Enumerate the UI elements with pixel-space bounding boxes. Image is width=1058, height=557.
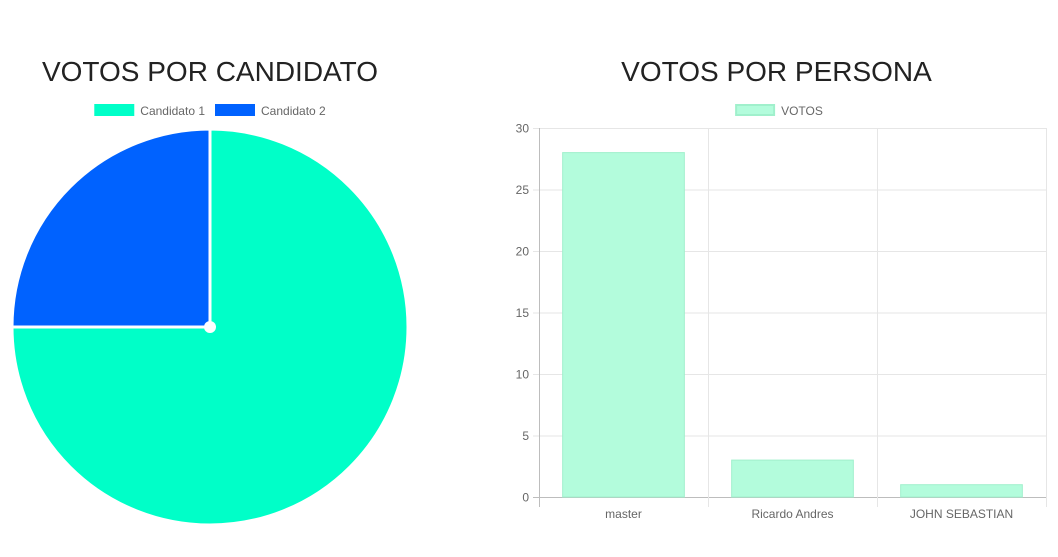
x-tick-label: JOHN SEBASTIAN [910, 507, 1013, 521]
x-tick-label: master [605, 507, 642, 521]
legend-swatch-votos[interactable] [735, 104, 776, 116]
bar-chart: VOTOS 0 5 10 15 20 25 30 master Ricardo Andres JOH… [516, 104, 1047, 521]
y-tick-label: 10 [516, 368, 530, 382]
y-tick-label: 25 [516, 183, 530, 197]
legend-label-1[interactable]: Candidato 1 [140, 104, 205, 118]
pie-chart-panel: VOTOS POR CANDIDATO Candidato 1 Candidato… [0, 0, 420, 557]
y-tick-label: 15 [516, 306, 530, 320]
bar-chart-title: VOTOS POR PERSONA [621, 56, 932, 87]
legend-swatch-2[interactable] [215, 104, 255, 116]
y-tick-label: 5 [522, 429, 529, 443]
y-tick-label: 20 [516, 245, 530, 259]
y-tick-label: 30 [516, 122, 530, 136]
bar-john-sebastian[interactable] [900, 484, 1023, 498]
legend-label-2[interactable]: Candidato 2 [261, 104, 326, 118]
legend-swatch-1[interactable] [94, 104, 135, 116]
pie-chart-title: VOTOS POR CANDIDATO [41, 56, 379, 87]
bar-master[interactable] [562, 152, 685, 498]
pie-slice-1[interactable] [10, 127, 410, 527]
bar-chart-panel: VOTOS POR PERSONA VOTOS 0 5 10 15 20 25 30 maste… [495, 0, 1058, 557]
pie-center-dot [204, 321, 216, 333]
x-tick-label: Ricardo Andres [751, 507, 833, 521]
legend-label-votos[interactable]: VOTOS [781, 104, 823, 118]
pie-chart: Candidato 1 Candidato 2 [10, 104, 410, 527]
y-tick-label: 0 [522, 491, 529, 505]
pie-slice-2[interactable] [10, 127, 212, 329]
bar-ricardo-andres[interactable] [731, 459, 854, 498]
